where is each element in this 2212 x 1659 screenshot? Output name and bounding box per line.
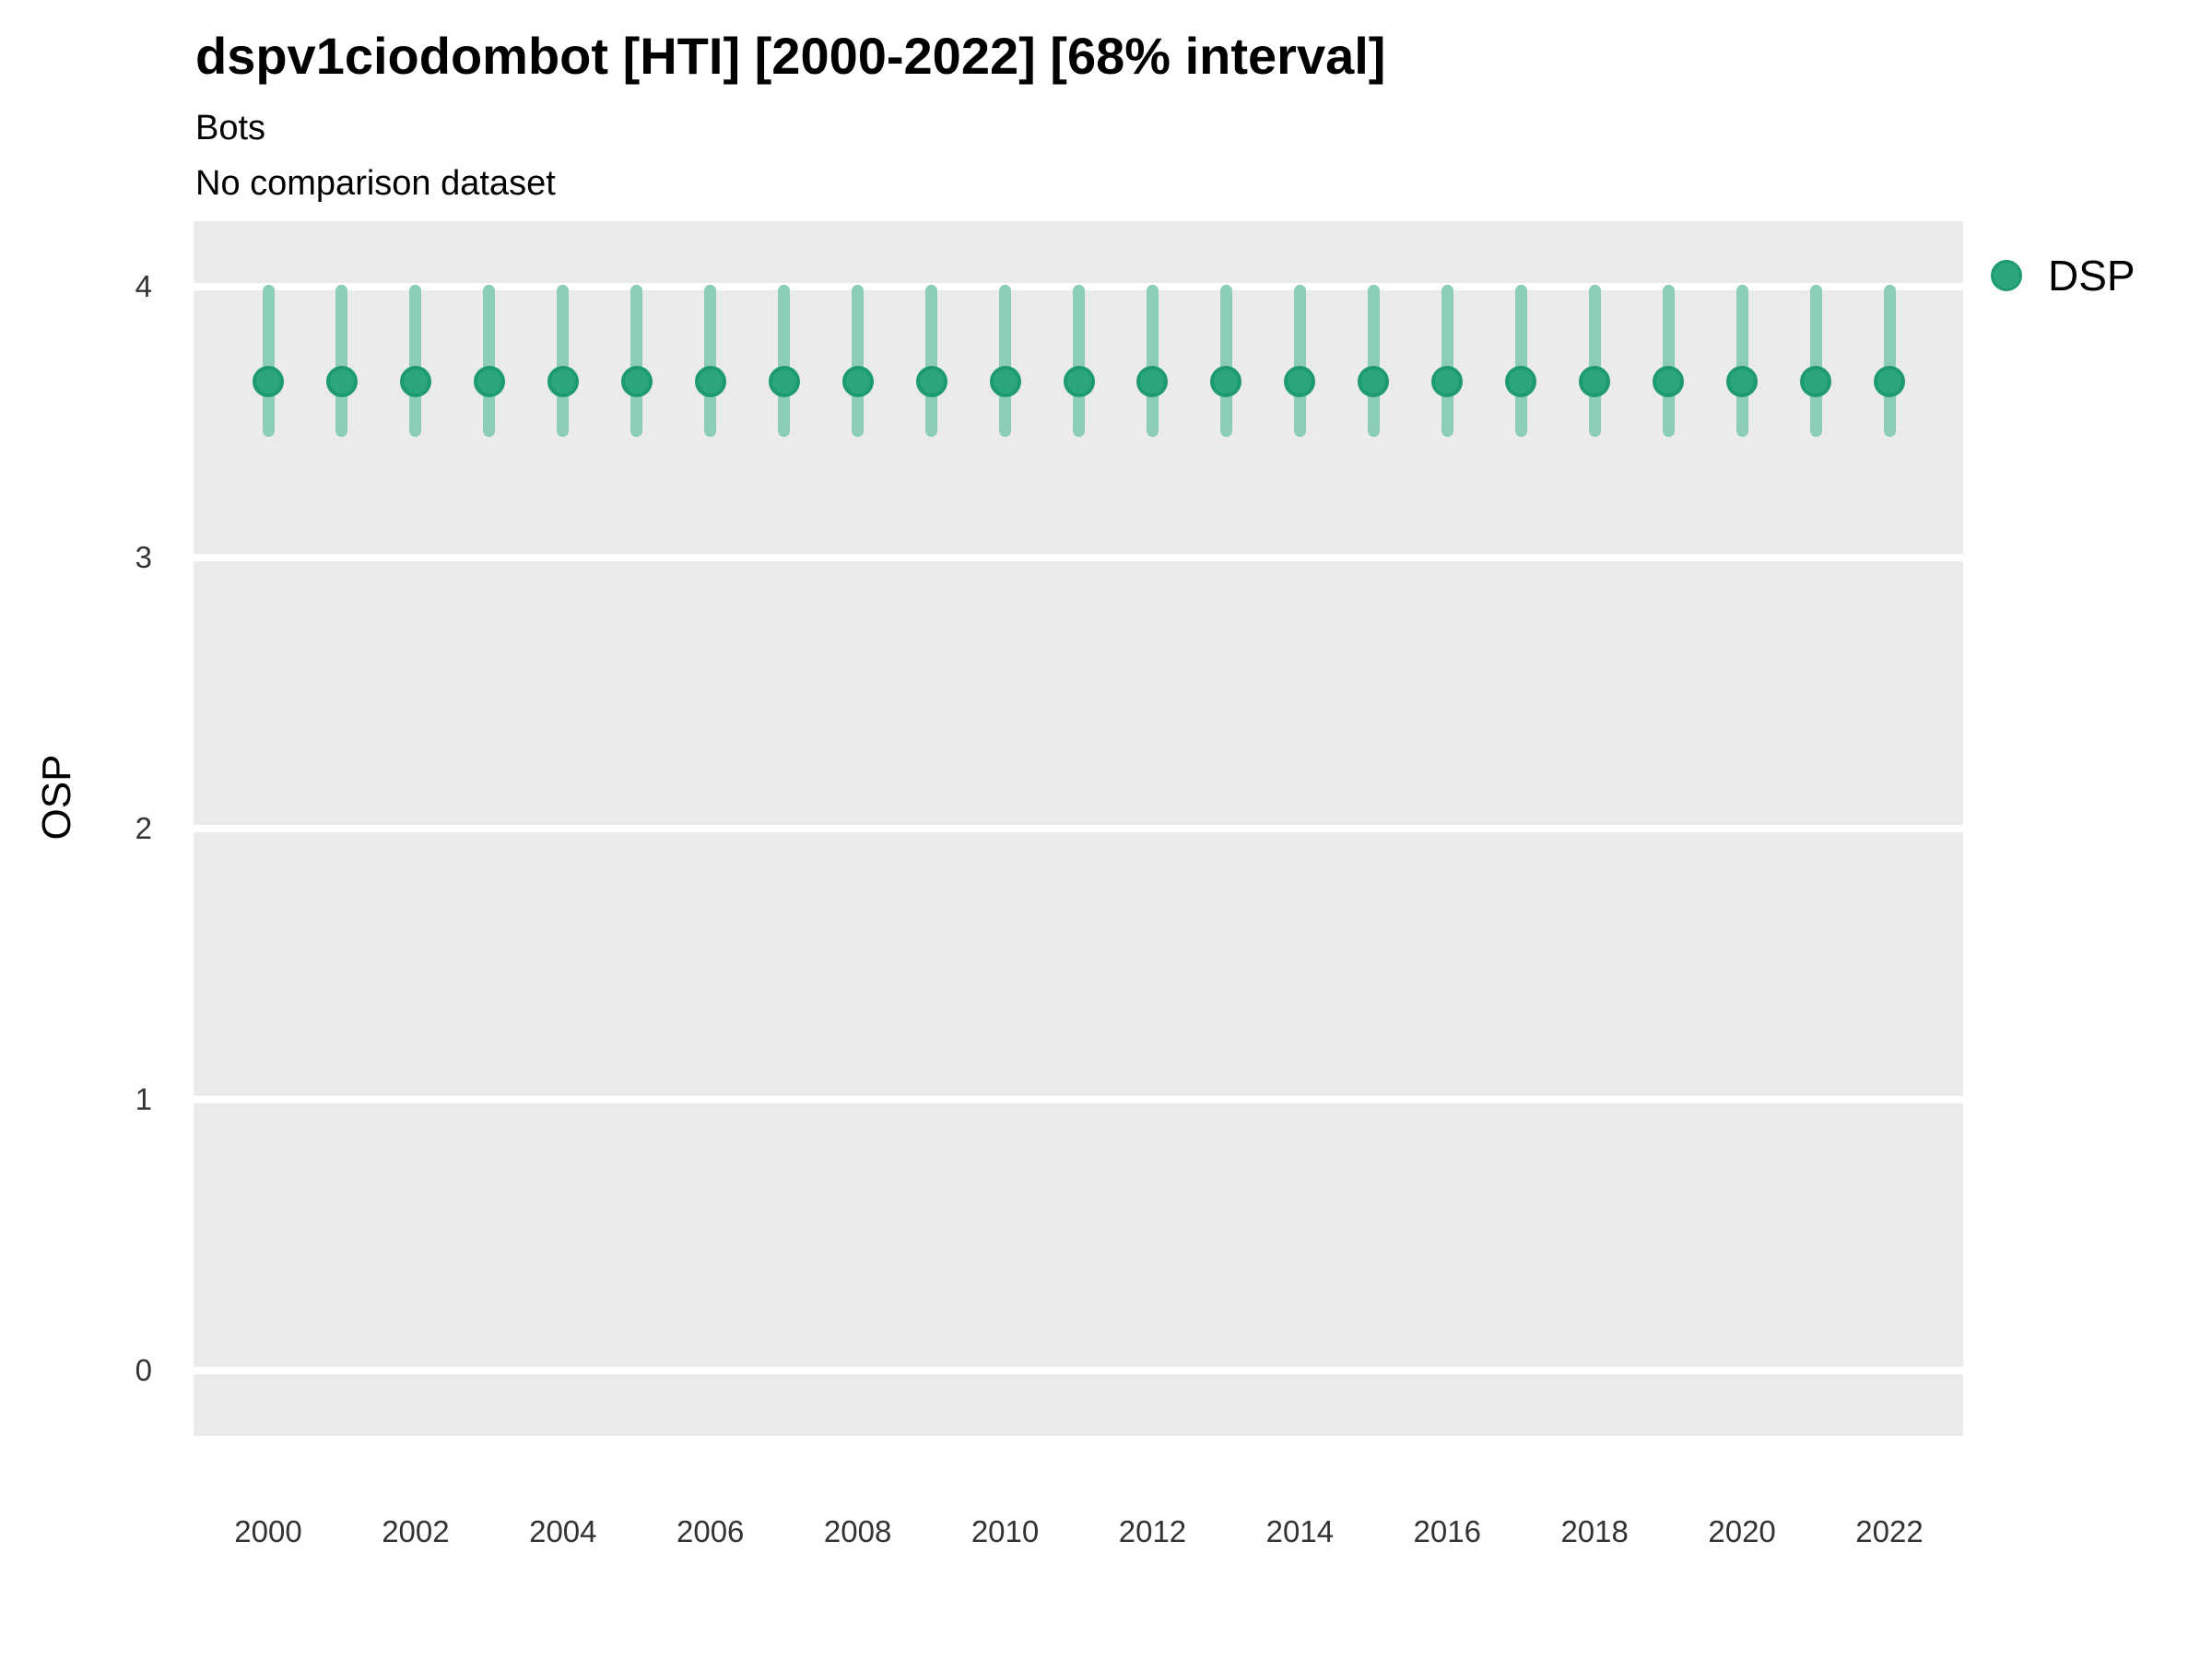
data-point-2020 [1726,365,1759,397]
y-tick-label-1: 1 [135,1082,152,1117]
x-tick-label-2018: 2018 [1560,1514,1629,1548]
data-point-2014 [1284,365,1316,397]
x-tick-label-2002: 2002 [382,1514,450,1548]
interval-bar-2010 [999,284,1012,438]
data-point-2012 [1136,365,1169,397]
data-point-2021 [1800,365,1832,397]
x-tick-label-2000: 2000 [234,1514,302,1548]
x-tick-label-2022: 2022 [1855,1514,1924,1548]
comparison-note: No comparison dataset [195,164,556,203]
x-tick-label-2010: 2010 [971,1514,1040,1548]
x-tick-label-2004: 2004 [529,1514,597,1548]
y-tick-label-3: 3 [135,539,152,574]
interval-bar-2015 [1367,284,1380,438]
interval-bar-2008 [852,284,865,438]
y-tick-label-0: 0 [135,1353,152,1388]
plot-panel [194,221,1963,1436]
data-point-2000 [253,365,284,397]
data-point-2006 [694,365,726,397]
gridline-y-0 [194,1367,1963,1375]
interval-bar-2002 [409,284,422,438]
interval-bar-2020 [1735,284,1748,438]
data-point-2007 [768,365,800,397]
gridline-y-2 [194,825,1963,832]
data-point-2005 [620,365,653,397]
x-tick-label-2012: 2012 [1118,1514,1187,1548]
interval-bar-2016 [1441,284,1453,438]
x-tick-label-2014: 2014 [1265,1514,1335,1548]
data-point-2008 [841,365,874,397]
interval-bar-2021 [1809,284,1822,438]
data-point-2009 [915,365,947,397]
interval-bar-2003 [483,284,496,438]
data-point-2017 [1505,365,1537,397]
chart-subtitle: Bots [195,109,266,147]
data-point-2022 [1874,365,1905,397]
data-point-2013 [1210,365,1242,397]
interval-bar-2001 [335,284,348,438]
chart-title: dspv1ciodombot [HTI] [2000-2022] [68% in… [195,27,1386,85]
x-tick-label-2020: 2020 [1708,1514,1776,1548]
interval-bar-2005 [630,284,643,438]
interval-bar-2014 [1293,284,1306,438]
gridline-y-1 [194,1096,1963,1104]
data-point-2016 [1431,365,1464,397]
interval-bar-2007 [778,284,791,438]
x-tick-label-2006: 2006 [677,1514,745,1548]
interval-bar-2012 [1146,284,1159,438]
y-tick-label-2: 2 [135,811,152,845]
interval-bar-2000 [262,284,275,438]
data-point-2002 [399,365,431,397]
interval-bar-2006 [704,284,717,438]
interval-bar-2013 [1219,284,1232,438]
data-point-2015 [1358,365,1390,397]
interval-bar-2017 [1514,284,1527,438]
interval-bar-2004 [557,284,570,438]
data-point-2010 [989,365,1021,397]
data-point-2001 [325,365,358,397]
data-point-2019 [1653,365,1685,397]
data-point-2011 [1063,365,1095,397]
x-tick-label-2016: 2016 [1413,1514,1481,1548]
y-axis-title: OSP [34,754,79,841]
interval-bar-2019 [1662,284,1675,438]
x-tick-label-2008: 2008 [823,1514,892,1548]
gridline-y-3 [194,553,1963,561]
data-point-2018 [1579,365,1611,397]
legend: DSP [1991,251,2136,300]
y-tick-label-4: 4 [135,268,152,303]
interval-bar-2018 [1588,284,1601,438]
legend-label: DSP [2048,252,2136,300]
interval-bar-2011 [1073,284,1085,438]
interval-bar-2009 [925,284,938,438]
legend-point-swatch [1991,260,2022,291]
data-point-2003 [473,365,505,397]
data-point-2004 [547,365,579,397]
interval-bar-2022 [1883,284,1896,438]
